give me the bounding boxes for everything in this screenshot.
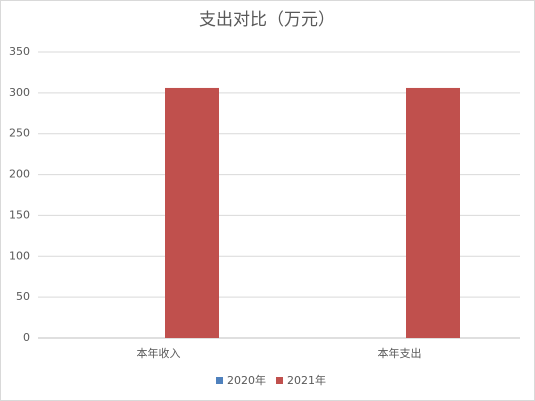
legend-swatch bbox=[216, 377, 223, 384]
legend-label: 2020年 bbox=[227, 373, 266, 387]
x-tick-label: 本年收入 bbox=[137, 346, 181, 360]
bar bbox=[406, 87, 460, 338]
y-tick-label: 0 bbox=[23, 331, 30, 344]
y-tick-label: 250 bbox=[9, 127, 30, 140]
legend-swatch bbox=[276, 377, 283, 384]
bar bbox=[165, 87, 219, 338]
legend-label: 2021年 bbox=[287, 373, 326, 387]
y-tick-label: 300 bbox=[9, 86, 30, 99]
x-tick-label: 本年支出 bbox=[378, 346, 422, 360]
y-tick-label: 200 bbox=[9, 168, 30, 181]
y-tick-label: 100 bbox=[9, 249, 30, 262]
y-tick-label: 350 bbox=[9, 45, 30, 58]
y-tick-label: 50 bbox=[16, 290, 30, 303]
y-tick-label: 150 bbox=[9, 208, 30, 221]
chart-title: 支出对比（万元） bbox=[199, 10, 335, 30]
